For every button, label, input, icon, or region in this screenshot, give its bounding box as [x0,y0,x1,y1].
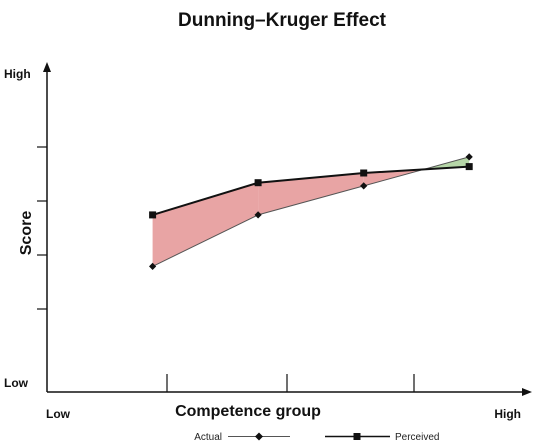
data-point-actual [360,182,368,190]
legend-label-perceived: Perceived [395,432,439,443]
data-point-actual [149,262,157,270]
x-axis-arrow [522,388,532,396]
series-layer [149,153,473,270]
data-point-perceived [254,179,262,187]
gap-area [258,173,364,215]
legend-marker-perceived [353,433,361,440]
legend-marker-actual [255,432,263,441]
chart-title: Dunning–Kruger Effect [178,10,387,31]
x-high-label: High [494,407,521,421]
x-axis-title: Competence group [175,403,321,420]
legend-item-perceived: Perceived [325,432,439,443]
series-line-actual [152,156,470,267]
y-high-label: High [4,67,31,81]
legend-label-actual: Actual [194,432,222,443]
axis-ticks [37,146,415,392]
data-point-perceived [360,169,368,177]
data-point-perceived [149,211,157,219]
data-point-perceived [465,163,473,171]
gap-areas [152,156,470,267]
series-line-perceived [152,165,470,216]
y-low-label: Low [4,376,29,390]
x-low-label: Low [46,407,71,421]
legend-item-actual: Actual [194,432,290,443]
gap-area [152,182,259,267]
legend: Actual Perceived [194,432,439,443]
y-axis-arrow [43,62,51,72]
y-axis-title: Score [18,211,35,256]
data-point-actual [254,211,262,219]
data-point-actual [465,153,473,161]
